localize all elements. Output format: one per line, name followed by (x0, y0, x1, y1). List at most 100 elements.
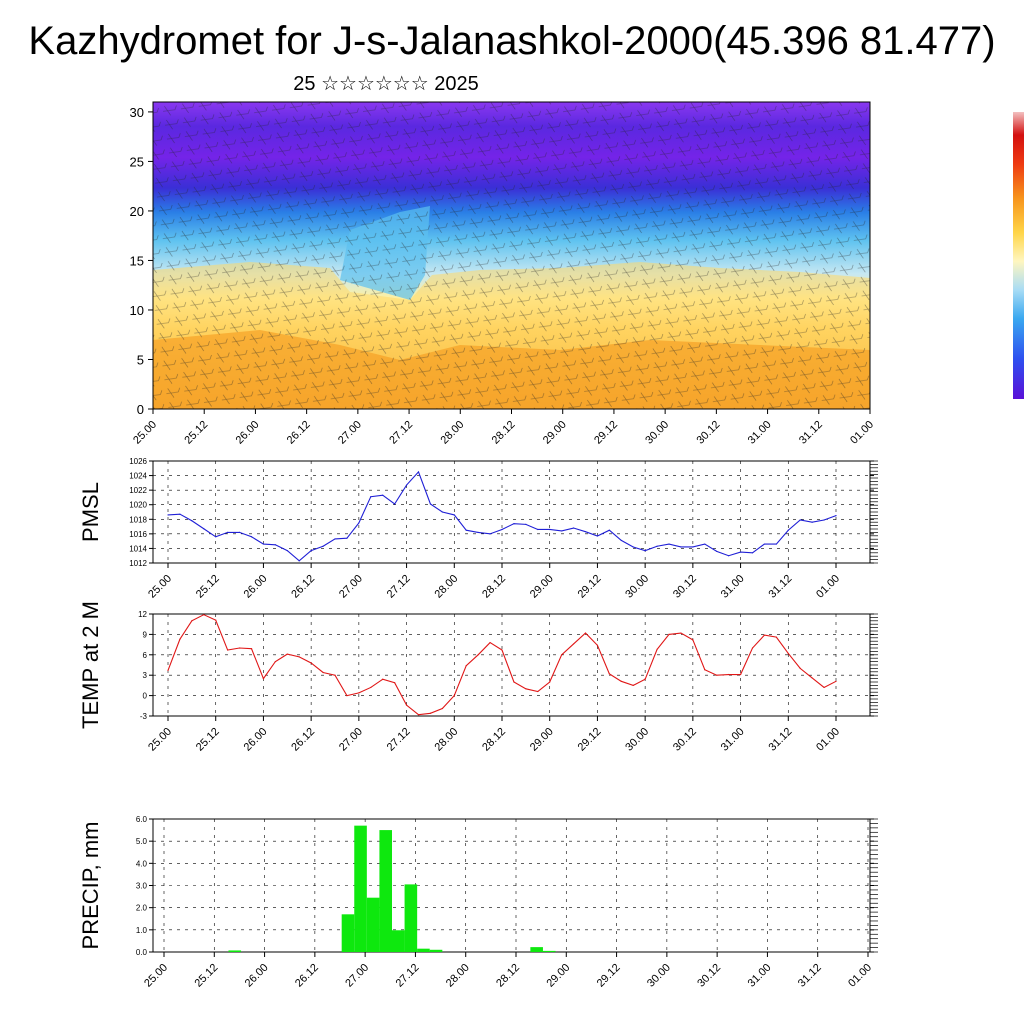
data-point (620, 539, 622, 542)
data-point (704, 543, 706, 545)
wind-barbs (153, 102, 870, 409)
y-tick-label: 1022 (129, 486, 147, 495)
y-tick-label: 6 (143, 651, 148, 660)
data-point (203, 528, 205, 530)
y-tick-label: 5 (137, 352, 144, 367)
precip-bar (354, 825, 367, 952)
data-point (274, 544, 276, 546)
data-point (429, 712, 432, 714)
data-point (227, 531, 229, 534)
y-tick-label: 3.0 (136, 882, 148, 891)
data-point (238, 531, 241, 534)
data-point (596, 644, 599, 646)
y-tick-label: 4.0 (136, 859, 148, 868)
y-tick-label: 20 (130, 204, 144, 219)
y-tick-label: 0.0 (136, 948, 148, 957)
x-tick-label: 31.12 (766, 726, 794, 754)
data-point (215, 536, 217, 538)
plot-frame (152, 460, 871, 564)
data-point (167, 514, 169, 516)
data-point (346, 537, 348, 539)
data-point (203, 614, 205, 616)
data-point (644, 678, 646, 680)
cross-section-field (153, 102, 870, 409)
x-tick-label: 29.00 (528, 726, 556, 754)
x-tick-label: 01.00 (846, 962, 874, 990)
x-tick-label: 27.12 (387, 419, 415, 447)
y-tick-label: 1026 (129, 457, 147, 466)
data-point (310, 550, 312, 552)
data-point (692, 639, 694, 641)
y-tick-label: 6.0 (136, 815, 148, 824)
y-axis-label: PRECIP, mm (78, 822, 103, 950)
y-tick-label: 25 (130, 154, 144, 169)
data-point (704, 669, 706, 671)
data-point (453, 695, 455, 697)
precip-bar (392, 930, 405, 952)
x-tick-label: 31.00 (746, 962, 774, 990)
data-point (596, 535, 599, 537)
x-tick-label: 26.12 (293, 962, 321, 990)
x-tick-label: 29.00 (544, 962, 572, 990)
data-point (668, 543, 670, 545)
x-tick-label: 27.12 (385, 726, 413, 754)
x-tick-label: 30.12 (671, 573, 699, 601)
page-subtitle: 25 ☆☆☆☆☆☆ 2025 (293, 73, 479, 95)
x-tick-label: 25.00 (146, 573, 174, 601)
data-point (191, 520, 193, 522)
data-point (441, 707, 443, 710)
colorbar (1013, 112, 1024, 399)
data-point (787, 529, 789, 531)
precip-bar (366, 897, 380, 952)
x-tick-label: 30.12 (671, 726, 699, 754)
y-tick-label: 1018 (129, 515, 147, 524)
page-title: Kazhydromet for J-s-Jalanashkol-2000(45.… (28, 19, 996, 63)
x-tick-label: 25.00 (142, 962, 170, 990)
data-point (584, 531, 587, 533)
pmsl-panel: 25.00 25.12 26.00 26.12 27.00 27.12 28.00 28.12… (78, 457, 878, 601)
y-tick-label: 1016 (129, 530, 147, 539)
y-tick-label: 1014 (129, 544, 147, 553)
data-point (286, 550, 288, 552)
data-point (298, 656, 300, 658)
data-point (489, 533, 491, 535)
x-tick-label: 31.00 (719, 573, 747, 601)
y-tick-label: 9 (143, 630, 148, 639)
y-tick-label: 10 (130, 303, 144, 318)
x-tick-label: 01.00 (848, 419, 876, 447)
data-point (799, 519, 801, 521)
data-point (739, 551, 742, 553)
x-tick-label: 27.00 (343, 962, 371, 990)
data-point (549, 528, 551, 531)
plot-frame (152, 818, 871, 953)
x-tick-label: 25.12 (182, 419, 210, 447)
data-point (298, 560, 300, 562)
y-tick-label: 1024 (129, 472, 147, 481)
x-tick-label: 30.00 (645, 962, 673, 990)
data-point (835, 515, 837, 517)
y-tick-label: 5.0 (136, 837, 148, 846)
x-tick-label: 27.00 (336, 419, 364, 447)
x-tick-label: 29.12 (592, 419, 620, 447)
data-point (572, 527, 575, 529)
x-tick-label: 28.00 (444, 962, 472, 990)
data-point (501, 528, 503, 531)
precip-panel: 25.00 25.12 26.00 26.12 27.00 27.12 28.00 28.12… (78, 815, 878, 990)
x-tick-label: 30.00 (623, 726, 651, 754)
x-tick-label: 26.00 (234, 419, 262, 447)
x-tick-label: 29.00 (528, 573, 556, 601)
x-tick-label: 28.00 (432, 573, 460, 601)
temp-panel: 25.00 25.12 26.00 26.12 27.00 27.12 28.00 28.12… (78, 601, 878, 754)
data-point (775, 543, 777, 545)
data-point (775, 636, 777, 638)
data-point (215, 619, 217, 621)
x-tick-label: 27.12 (385, 573, 413, 601)
data-point (310, 662, 312, 664)
y-tick-label: 30 (130, 105, 144, 120)
x-tick-label: 26.00 (242, 726, 270, 754)
cross-section-panel: 0 5 10 15 20 25 30 25.00 25.12 26.00 26.12 27.00 27.… (130, 101, 1024, 447)
x-tick-label: 27.00 (337, 573, 365, 601)
x-tick-label: 25.12 (194, 573, 222, 601)
data-point (572, 643, 575, 645)
x-tick-label: 28.12 (480, 726, 508, 754)
